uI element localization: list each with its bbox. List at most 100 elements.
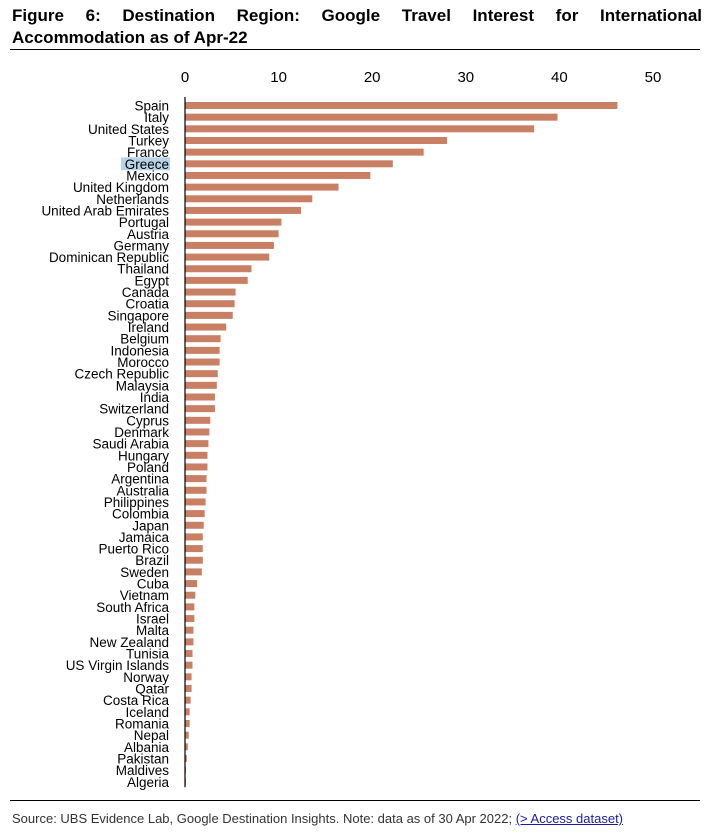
bar [185,719,190,727]
category-label: Tunisia [126,647,170,662]
bar [185,125,535,133]
category-label: Malta [136,623,170,638]
bar [185,346,220,354]
bar [185,148,424,156]
category-label: South Africa [96,600,169,615]
category-label: Norway [123,670,169,685]
category-label: Cyprus [126,413,169,428]
category-label: Italy [144,110,169,125]
chart-title: Figure 6: Destination Region: Google Tra… [12,5,710,49]
category-label: Indonesia [110,343,169,358]
bar [185,416,211,424]
category-label: Greece [125,157,169,172]
bar [185,661,193,669]
bar [185,475,207,483]
bar [185,743,188,751]
footer-divider [10,800,700,801]
bar [185,731,189,739]
category-label: Argentina [111,472,169,487]
category-label: Thailand [117,262,169,277]
category-label: Czech Republic [74,367,169,382]
bar [185,358,220,366]
bar [185,533,203,541]
highlight-box [121,157,170,171]
bar [185,370,218,378]
access-dataset-link[interactable]: (> Access dataset) [515,811,624,826]
category-label: Vietnam [120,588,169,603]
bar [185,754,187,762]
category-label: Cuba [137,577,170,592]
bar [185,136,448,144]
category-label: Switzerland [99,402,169,417]
category-label: Colombia [112,507,170,522]
bar [185,685,192,692]
category-label: Pakistan [117,751,169,766]
bar [185,253,270,261]
bar [185,498,206,506]
bar [185,335,221,343]
category-label: Australia [116,483,169,498]
x-tick-label: 20 [364,69,381,86]
bar [185,626,194,634]
category-label: Brazil [135,553,169,568]
category-label: Qatar [135,682,169,697]
category-label: United Arab Emirates [41,203,169,218]
category-label: Denmark [114,425,169,440]
category-label: Malaysia [116,378,170,393]
category-label: United States [88,122,169,137]
x-tick-label: 50 [645,69,662,86]
x-tick-label: 0 [181,69,189,86]
category-label: Ireland [128,320,169,335]
category-label: Netherlands [96,192,169,207]
category-label: Hungary [118,448,169,463]
bar [185,171,371,179]
category-label: France [127,145,169,160]
category-label: Austria [127,227,170,242]
category-label: Algeria [127,775,170,790]
bar [185,591,196,599]
bar [185,102,618,109]
bar [185,288,236,296]
bar [185,521,204,529]
category-label: Canada [122,285,170,300]
source-note: Source: UBS Evidence Lab, Google Destina… [12,811,623,826]
bar [185,603,195,611]
bar [185,486,207,494]
bar [185,393,215,401]
category-label: Costa Rica [103,693,170,708]
bar [185,440,209,448]
category-label: United Kingdom [73,180,169,195]
bar [185,218,282,226]
bar [185,311,233,319]
bar [185,206,302,214]
category-label: Romania [115,716,170,731]
bar [185,300,235,308]
bar [185,230,279,238]
bar [185,323,227,331]
category-label: Puerto Rico [98,542,169,557]
bar [185,160,393,168]
category-label: Portugal [119,215,169,230]
bar [185,696,191,704]
chart-title-line-2: Accommodation as of Apr-22 [12,28,248,47]
category-label: Japan [132,518,169,533]
category-label: Maldives [116,763,170,778]
bar [185,113,558,121]
bar [185,241,274,249]
category-label: Spain [134,99,169,114]
category-label: Belgium [120,332,169,347]
category-label: Singapore [107,308,169,323]
category-label: India [140,390,170,405]
bar [185,556,203,564]
bar [185,510,205,518]
source-text: Source: UBS Evidence Lab, Google Destina… [12,811,516,826]
category-label: Albania [124,740,170,755]
chart-title-line-1: Figure 6: Destination Region: Google Tra… [12,6,702,25]
category-label: Jamaica [119,530,170,545]
bar [185,580,198,588]
category-label: Israel [136,612,169,627]
bar [185,381,217,389]
category-label: Dominican Republic [49,250,169,265]
bar [185,428,210,436]
